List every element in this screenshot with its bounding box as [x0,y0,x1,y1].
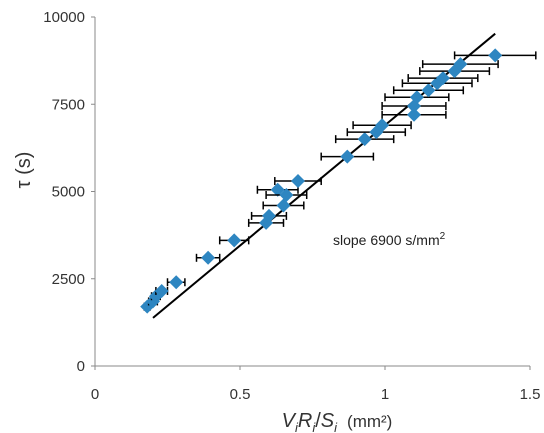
x-axis-label: ViRi/Si (mm²) [282,410,393,433]
diamond-marker [340,149,355,164]
data-point [384,90,450,105]
data-point [262,198,305,213]
data-point [334,132,395,147]
data-point [218,233,250,248]
diamond-marker [262,208,276,223]
y-tick-label: 10000 [43,9,85,26]
y-tick-label: 5000 [52,184,85,201]
data-point [381,107,447,122]
slope-annotation: slope 6900 s/mm2 [333,231,446,248]
diamond-marker [421,83,436,98]
data-point [154,283,169,298]
data-point [250,208,288,223]
data-point [274,174,322,189]
diamond-marker [291,174,305,189]
x-tick-label: 0 [91,386,99,403]
x-tick-label: 0.5 [230,386,251,403]
diamond-marker [154,283,169,298]
diamond-marker [279,187,294,202]
data-point [320,149,375,164]
diamond-marker [488,48,503,63]
diamond-marker [453,57,468,72]
diamond-marker [375,118,390,133]
data-point [265,187,308,202]
diamond-marker [436,71,450,86]
data-point [421,57,499,72]
data-point [407,71,479,86]
diamond-marker [407,107,421,122]
y-tick-label: 0 [77,358,85,375]
data-point [392,83,465,98]
data-point [453,48,537,63]
data-point [352,118,412,133]
diamond-marker [409,90,424,105]
diamond-marker [201,250,216,265]
diamond-marker [169,275,184,290]
y-tick-label: 2500 [52,271,85,288]
diamond-marker [276,198,291,213]
y-tick-label: 7500 [52,96,85,113]
data-point [346,125,407,140]
x-tick-label: 1 [381,386,389,403]
x-tick-label: 1.5 [520,386,541,403]
diamond-marker [357,132,372,147]
data-point [195,250,221,265]
diamond-marker [227,233,242,248]
data-point [247,215,285,230]
data-point [419,64,491,79]
y-axis-label: τ (s) [13,152,35,189]
data-point [166,275,186,290]
